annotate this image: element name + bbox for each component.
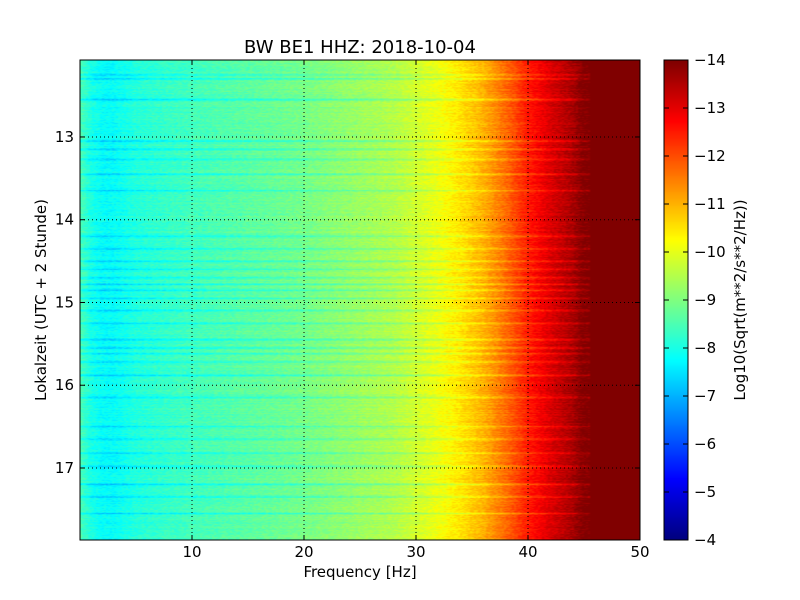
y-axis-label: Lokalzeit (UTC + 2 Stunde) <box>32 199 50 401</box>
colorbar-tick-label: −5 <box>694 483 716 501</box>
colorbar-tick-label: −8 <box>694 339 716 357</box>
plot-frame <box>79 59 641 541</box>
spectrogram-image <box>80 60 640 540</box>
x-tick-label: 50 <box>630 543 649 561</box>
heatmap-area <box>79 59 641 541</box>
y-tick-label: 16 <box>55 376 74 394</box>
x-axis-label: Frequency [Hz] <box>303 563 416 581</box>
y-tick-label: 14 <box>55 211 74 229</box>
x-tick-label: 20 <box>294 543 313 561</box>
colorbar-tick-label: −14 <box>694 51 726 69</box>
x-tick-label: 40 <box>518 543 537 561</box>
y-tick-label: 15 <box>55 293 74 311</box>
colorbar-tick-label: −4 <box>694 531 716 549</box>
y-tick-label: 17 <box>55 459 74 477</box>
colorbar-tick-label: −7 <box>694 387 716 405</box>
colorbar-tick-label: −9 <box>694 291 716 309</box>
colorbar: −4 −5 −6 −7 −8 −9 −10 −11 −12 −13 −14 Log10(Sqrt(m… <box>663 51 749 549</box>
colorbar-tick-label: −12 <box>694 147 726 165</box>
colorbar-label: Log10(Sqrt(m**2/s**2/Hz)) <box>731 199 749 400</box>
colorbar-tick-label: −6 <box>694 435 716 453</box>
x-tick-label: 30 <box>406 543 425 561</box>
y-tick-label: 13 <box>55 128 74 146</box>
y-axis-ticks: 13 14 15 16 17 <box>55 128 640 477</box>
colorbar-tick-label: −10 <box>694 243 726 261</box>
grid-lines <box>80 60 640 540</box>
x-axis-ticks: 10 20 30 40 50 <box>182 60 650 561</box>
chart-title: BW BE1 HHZ: 2018-10-04 <box>244 37 476 58</box>
x-tick-label: 10 <box>182 543 201 561</box>
colorbar-tick-label: −11 <box>694 195 726 213</box>
colorbar-tick-label: −13 <box>694 99 726 117</box>
colorbar-ticks: −4 −5 −6 −7 −8 −9 −10 −11 −12 −13 −14 <box>664 51 726 549</box>
